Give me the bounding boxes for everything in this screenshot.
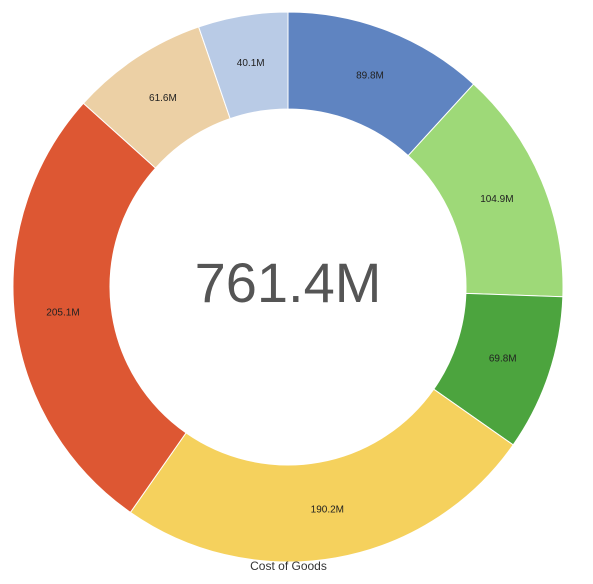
slice-value-label: 104.9M — [480, 194, 513, 205]
slice-labels: 89.8M 104.9M 69.8M 190.2M 205.1M 61.6M 40.1M — [46, 58, 516, 515]
slice-value-label: 61.6M — [149, 93, 177, 104]
center-total-label: 761.4M — [195, 251, 382, 314]
slice-value-label: 89.8M — [356, 71, 384, 82]
slice-value-label: 205.1M — [46, 308, 79, 319]
donut-slices — [12, 11, 564, 563]
donut-slice[interactable] — [198, 11, 289, 120]
slice-value-label: 40.1M — [237, 58, 265, 69]
slice-value-label: 190.2M — [311, 505, 344, 516]
chart-caption: Cost of Goods — [250, 559, 327, 573]
donut-slice[interactable] — [12, 102, 187, 514]
slice-value-label: 69.8M — [489, 354, 517, 365]
donut-slice[interactable] — [129, 388, 514, 563]
